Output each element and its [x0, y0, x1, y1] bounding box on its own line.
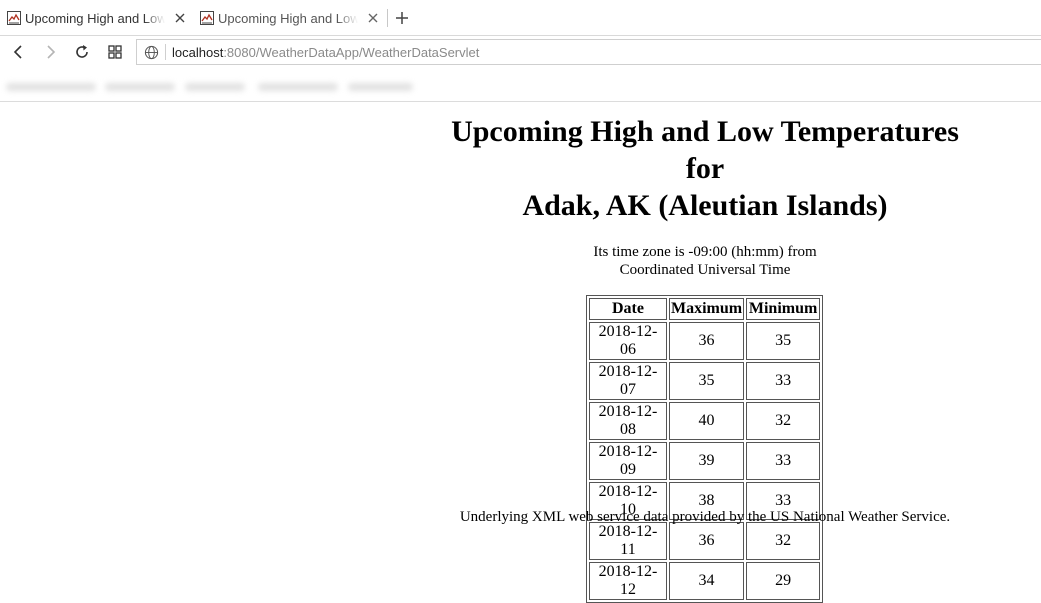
cell-maximum: 38: [669, 482, 745, 520]
weather-map-icon: [200, 11, 214, 25]
cell-minimum: 33: [746, 442, 821, 480]
bookmarks-bar: [0, 69, 1041, 102]
tab-title: Upcoming High and Low Temperatures: [25, 10, 165, 26]
close-icon[interactable]: [173, 11, 187, 25]
url-host[interactable]: localhost: [172, 44, 224, 60]
back-arrow-icon[interactable]: [10, 43, 28, 61]
timezone-line-2: Coordinated Universal Time: [619, 262, 791, 278]
page-content: Upcoming High and Low Temperatures for A…: [0, 103, 1041, 603]
blurred-bookmark: [185, 83, 245, 91]
cell-date: 2018-12-07: [589, 362, 667, 400]
table-row: 2018-12-10 38 33: [589, 482, 821, 520]
header-minimum: Minimum: [746, 298, 821, 320]
forward-arrow-icon[interactable]: [41, 43, 59, 61]
title-line-1: Upcoming High and Low Temperatures: [451, 115, 959, 148]
footer-attribution: Underlying XML web service data provided…: [459, 509, 951, 525]
blurred-bookmark: [348, 83, 413, 91]
blurred-bookmark: [258, 83, 338, 91]
cell-maximum: 39: [669, 442, 745, 480]
page-title: Upcoming High and Low Temperatures for A…: [405, 113, 1005, 224]
table-row: 2018-12-07 35 33: [589, 362, 821, 400]
cell-date: 2018-12-06: [589, 322, 667, 360]
timezone-line-1: Its time zone is -09:00 (hh:mm) from: [593, 244, 817, 260]
close-icon[interactable]: [366, 11, 380, 25]
reload-icon[interactable]: [73, 43, 91, 61]
table-row: 2018-12-11 36 32: [589, 522, 821, 560]
cell-maximum: 34: [669, 562, 745, 600]
tab-title: Upcoming High and Low Temperatures: [218, 10, 358, 26]
blurred-bookmark: [105, 83, 175, 91]
table-row: 2018-12-08 40 32: [589, 402, 821, 440]
timezone-note: Its time zone is -09:00 (hh:mm) from Coo…: [405, 243, 1005, 279]
cell-date: 2018-12-08: [589, 402, 667, 440]
cell-date: 2018-12-09: [589, 442, 667, 480]
navigation-toolbar: localhost:8080/WeatherDataApp/WeatherDat…: [0, 36, 1041, 69]
table-row: 2018-12-06 36 35: [589, 322, 821, 360]
header-maximum: Maximum: [669, 298, 745, 320]
cell-minimum: 35: [746, 322, 821, 360]
cell-date: 2018-12-10: [589, 482, 667, 520]
cell-maximum: 36: [669, 522, 745, 560]
title-line-3: Adak, AK (Aleutian Islands): [522, 189, 888, 222]
tab-separator: [387, 9, 388, 27]
tab-strip: Upcoming High and Low Temperatures Upcom…: [0, 0, 1041, 36]
temperature-table: Date Maximum Minimum 2018-12-06 36 35 20…: [586, 295, 824, 603]
table-header-row: Date Maximum Minimum: [589, 298, 821, 320]
blurred-bookmark: [6, 83, 96, 91]
cell-maximum: 36: [669, 322, 745, 360]
grid-icon[interactable]: [106, 43, 124, 61]
cell-minimum: 32: [746, 402, 821, 440]
cell-minimum: 33: [746, 362, 821, 400]
cell-maximum: 40: [669, 402, 745, 440]
cell-minimum: 33: [746, 482, 821, 520]
header-date: Date: [589, 298, 667, 320]
cell-minimum: 32: [746, 522, 821, 560]
cell-date: 2018-12-12: [589, 562, 667, 600]
tab-1[interactable]: Upcoming High and Low Temperatures: [7, 0, 193, 36]
tab-2[interactable]: Upcoming High and Low Temperatures: [200, 0, 386, 36]
plus-icon[interactable]: [393, 9, 411, 27]
table-row: 2018-12-12 34 29: [589, 562, 821, 600]
url-path[interactable]: :8080/WeatherDataApp/WeatherDataServlet: [223, 44, 480, 60]
weather-map-icon: [7, 11, 21, 25]
cell-minimum: 29: [746, 562, 821, 600]
globe-icon[interactable]: [144, 45, 159, 60]
table-row: 2018-12-09 39 33: [589, 442, 821, 480]
title-line-2: for: [685, 152, 725, 185]
address-bar[interactable]: localhost:8080/WeatherDataApp/WeatherDat…: [136, 39, 1041, 65]
cell-maximum: 35: [669, 362, 745, 400]
cell-date: 2018-12-11: [589, 522, 667, 560]
address-divider: [165, 44, 166, 60]
